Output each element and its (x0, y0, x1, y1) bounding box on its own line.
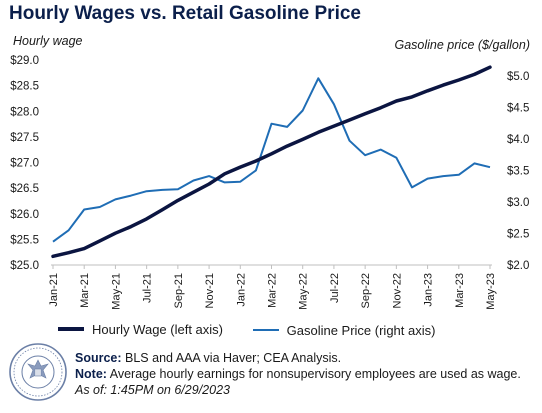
legend-label-wage: Hourly Wage (left axis) (92, 321, 223, 337)
source-label: Source: (75, 351, 122, 365)
right-axis-title: Gasoline price ($/gallon) (394, 38, 531, 52)
note-text: Average hourly earnings for nonsuperviso… (106, 367, 521, 381)
x-tick-label: Mar-23 (454, 273, 466, 308)
left-tick-label: $26.5 (10, 183, 39, 195)
series-line-hourly-wage (51, 65, 492, 259)
left-tick-label: $27.5 (10, 132, 39, 144)
legend-label-gas: Gasoline Price (right axis) (286, 322, 436, 338)
x-tick-label: Jul-22 (329, 273, 341, 303)
x-tick-label: Mar-22 (267, 273, 279, 308)
left-tick-label: $29.0 (10, 55, 39, 67)
right-tick-label: $3.0 (507, 197, 529, 209)
asof-line: As of: 1:45PM on 6/29/2023 (75, 383, 230, 397)
left-axis-title: Hourly wage (13, 34, 83, 48)
series-line-gasoline-price (52, 77, 491, 243)
x-tick-label: Jan-22 (235, 273, 247, 307)
legend-swatch-wage (58, 327, 84, 331)
x-tick-label: Nov-22 (391, 273, 403, 308)
left-tick-label: $26.0 (10, 209, 39, 221)
note-line: Note: Average hourly earnings for nonsup… (75, 366, 521, 382)
chart-footer: Source: BLS and AAA via Haver; CEA Analy… (75, 350, 521, 398)
note-label: Note: (75, 367, 107, 381)
right-tick-label: $3.5 (507, 165, 529, 177)
x-tick-label: Jan-23 (423, 273, 435, 307)
left-tick-label: $28.0 (10, 106, 39, 118)
chart-legend: Hourly Wage (left axis) Gasoline Price (… (58, 319, 461, 338)
legend-swatch-gas (252, 329, 279, 331)
left-tick-label: $28.5 (10, 81, 39, 93)
source-line: Source: BLS and AAA via Haver; CEA Analy… (75, 350, 521, 366)
source-text: BLS and AAA via Haver; CEA Analysis. (121, 351, 342, 365)
x-tick-label: May-23 (485, 273, 497, 310)
right-tick-label: $4.0 (507, 134, 529, 146)
right-tick-label: $4.5 (507, 102, 529, 114)
right-tick-label: $2.5 (507, 228, 529, 240)
left-tick-label: $25.5 (10, 234, 39, 246)
left-tick-label: $27.0 (10, 158, 39, 170)
legend-item-wage: Hourly Wage (left axis) (58, 322, 223, 337)
x-tick-label: Jan-21 (48, 273, 60, 307)
x-tick-label: Sep-21 (173, 273, 185, 308)
left-tick-label: $25.0 (10, 260, 39, 272)
chart-title: Hourly Wages vs. Retail Gasoline Price (9, 3, 361, 24)
x-tick-label: May-21 (110, 273, 122, 310)
executive-office-seal-icon (9, 343, 67, 401)
x-tick-label: Sep-22 (360, 273, 372, 308)
right-tick-label: $5.0 (507, 71, 529, 83)
x-tick-label: May-22 (298, 273, 310, 310)
x-tick-label: Mar-21 (79, 273, 91, 308)
right-tick-label: $2.0 (507, 260, 529, 272)
legend-item-gas: Gasoline Price (right axis) (252, 322, 436, 338)
x-tick-label: Nov-21 (204, 273, 216, 308)
x-tick-label: Jul-21 (142, 273, 154, 303)
